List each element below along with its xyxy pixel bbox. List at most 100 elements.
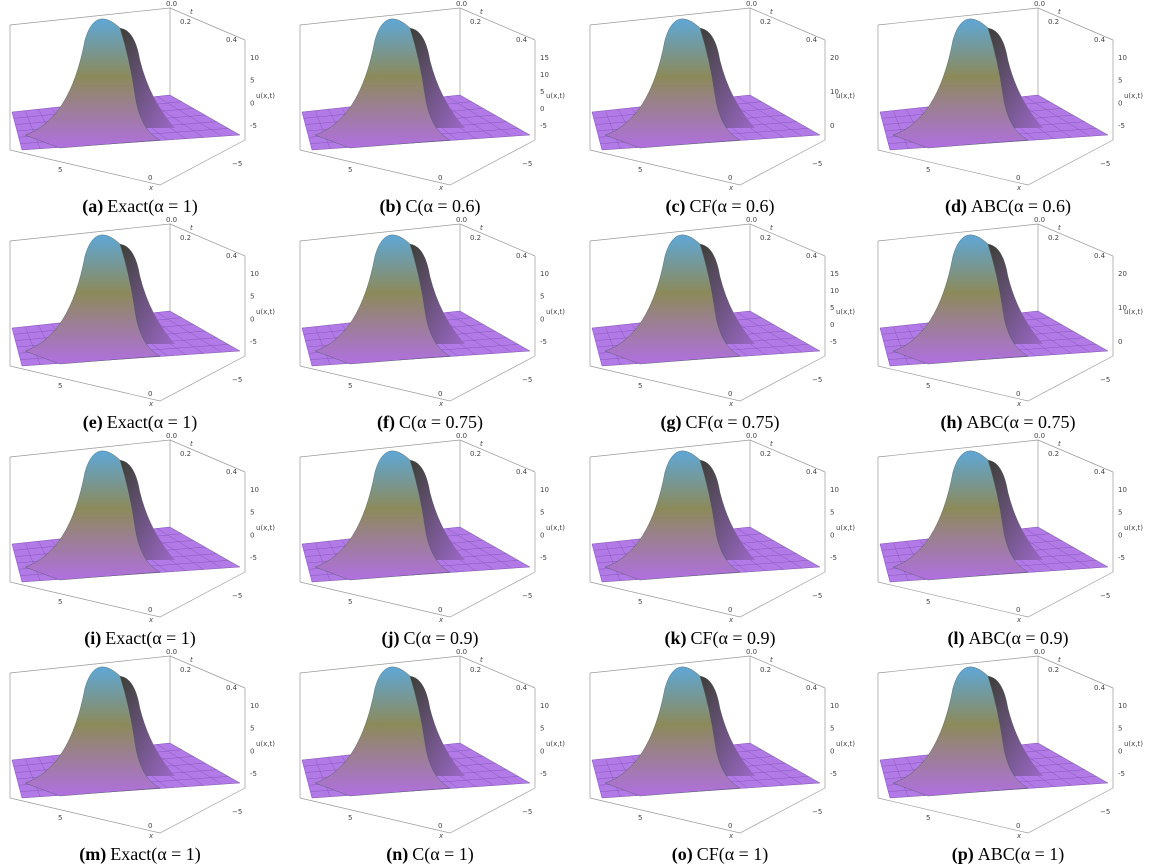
u-tick-label: 5	[540, 509, 544, 517]
u-axis-label: u(x,t)	[836, 524, 855, 532]
u-tick-label: 20	[830, 54, 839, 62]
x-tick-label: −5	[522, 160, 532, 168]
u-tick-label: 0	[540, 105, 544, 113]
t-tick-label: 0.0	[1034, 216, 1045, 224]
panel-caption: (c)CF(α = 0.6)	[665, 196, 774, 217]
u-axis-label: u(x,t)	[836, 740, 855, 748]
u-tick-label: 0	[830, 321, 834, 329]
t-tick-label: 0.2	[470, 450, 481, 458]
x-tick-label: −5	[812, 592, 822, 600]
panel-caption: (i)Exact(α = 1)	[84, 628, 196, 649]
t-axis-label: t	[480, 656, 483, 664]
t-tick-label: 0.2	[760, 450, 771, 458]
u-tick-label: 0	[250, 747, 254, 755]
caption-text: Exact(α = 1)	[107, 196, 198, 217]
x-axis-label: x	[438, 616, 444, 624]
panel-caption: (h)ABC(α = 0.75)	[940, 412, 1075, 433]
x-tick-label: 5	[638, 814, 642, 822]
plot-panel: 0.00.20.4t1050-5u(x,t)50−5x(o)CF(α = 1)	[590, 648, 855, 865]
x-tick-label: 5	[348, 166, 352, 174]
x-axis-label: x	[728, 832, 734, 840]
t-tick-label: 0.4	[806, 252, 818, 260]
t-tick-label: 0.0	[1034, 0, 1045, 8]
u-axis-label: u(x,t)	[1124, 92, 1143, 100]
t-tick-label: 0.4	[1094, 684, 1106, 692]
t-tick-label: 0.4	[226, 252, 238, 260]
caption-label: (k)	[664, 628, 686, 649]
t-tick-label: 0.4	[516, 252, 528, 260]
u-tick-label: -5	[540, 770, 547, 778]
u-tick-label: 0	[250, 531, 254, 539]
u-tick-label: 10	[1118, 486, 1127, 494]
u-tick-label: 10	[250, 54, 259, 62]
u-tick-label: 10	[1118, 54, 1127, 62]
u-tick-label: 0	[540, 531, 544, 539]
t-axis-label: t	[770, 440, 773, 448]
caption-label: (a)	[82, 196, 103, 217]
x-axis-label: x	[1016, 400, 1022, 408]
x-tick-label: 0	[148, 174, 152, 182]
u-tick-label: -5	[830, 338, 837, 346]
u-tick-label: -5	[250, 338, 257, 346]
u-tick-label: 10	[250, 270, 259, 278]
x-axis-label: x	[148, 832, 154, 840]
x-axis-label: x	[148, 184, 154, 192]
u-tick-label: 0	[830, 122, 834, 130]
u-tick-label: 0	[250, 99, 254, 107]
u-tick-label: 10	[250, 486, 259, 494]
t-tick-label: 0.2	[760, 234, 771, 242]
u-tick-label: 10	[830, 702, 839, 710]
t-tick-label: 0.4	[1094, 468, 1106, 476]
u-tick-label: -5	[540, 554, 547, 562]
x-axis-label: x	[438, 400, 444, 408]
u-tick-label: -5	[1118, 770, 1125, 778]
caption-text: Exact(α = 1)	[110, 844, 201, 865]
x-tick-label: −5	[232, 376, 242, 384]
t-tick-label: 0.2	[1048, 450, 1059, 458]
x-axis-label: x	[728, 184, 734, 192]
t-tick-label: 0.2	[180, 18, 191, 26]
caption-text: C(α = 0.6)	[405, 196, 480, 217]
t-tick-label: 0.4	[516, 36, 528, 44]
caption-text: CF(α = 0.6)	[689, 196, 774, 217]
panel-caption: (p)ABC(α = 1)	[952, 844, 1065, 865]
x-tick-label: 5	[348, 382, 352, 390]
x-tick-label: −5	[522, 376, 532, 384]
x-tick-label: 5	[926, 382, 930, 390]
u-tick-label: 5	[1118, 725, 1122, 733]
x-tick-label: 5	[638, 598, 642, 606]
t-tick-label: 0.0	[746, 648, 757, 656]
x-tick-label: 0	[438, 606, 442, 614]
u-tick-label: 10	[830, 486, 839, 494]
u-axis-label: u(x,t)	[1124, 308, 1143, 316]
x-tick-label: 0	[148, 822, 152, 830]
x-tick-label: 5	[58, 814, 62, 822]
u-tick-label: 5	[830, 509, 834, 517]
u-tick-label: 5	[830, 725, 834, 733]
u-tick-label: 10	[540, 71, 549, 79]
u-axis-label: u(x,t)	[836, 308, 855, 316]
u-tick-label: 15	[830, 270, 839, 278]
t-axis-label: t	[480, 8, 483, 16]
u-tick-label: -5	[830, 770, 837, 778]
x-tick-label: −5	[522, 808, 532, 816]
caption-label: (f)	[377, 412, 395, 433]
u-tick-label: 10	[1118, 702, 1127, 710]
t-axis-label: t	[1058, 656, 1061, 664]
caption-label: (o)	[672, 844, 693, 865]
caption-text: C(α = 0.9)	[403, 628, 478, 649]
x-tick-label: 0	[1016, 174, 1020, 182]
caption-label: (i)	[84, 628, 101, 649]
u-tick-label: 5	[1118, 77, 1122, 85]
u-tick-label: -5	[250, 770, 257, 778]
u-axis-label: u(x,t)	[546, 308, 565, 316]
t-tick-label: 0.0	[166, 0, 177, 8]
x-tick-label: 0	[438, 174, 442, 182]
t-tick-label: 0.0	[166, 648, 177, 656]
u-tick-label: 10	[250, 702, 259, 710]
x-tick-label: −5	[1100, 592, 1110, 600]
